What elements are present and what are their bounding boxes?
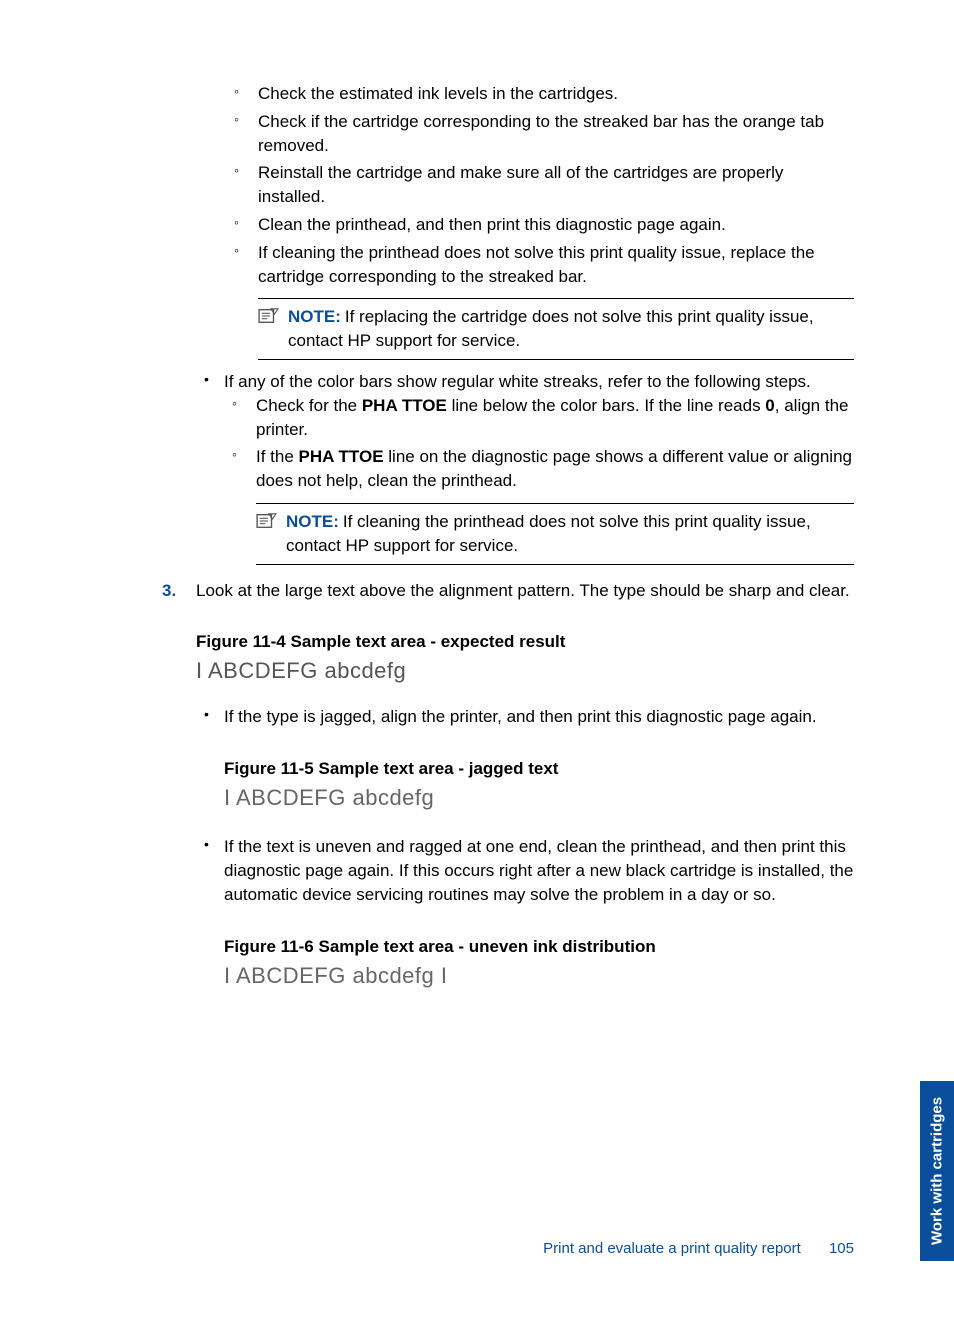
list-item: If the text is uneven and ragged at one … — [196, 835, 854, 991]
footer-title: Print and evaluate a print quality repor… — [543, 1240, 801, 1257]
bullet-list-d: If the text is uneven and ragged at one … — [196, 835, 854, 991]
sample-text-expected: I ABCDEFG abcdefg — [196, 656, 854, 687]
list-item: Check for the PHA TTOE line below the co… — [224, 394, 854, 442]
list-item: Reinstall the cartridge and make sure al… — [226, 161, 854, 209]
sample-text-uneven: I ABCDEFG abcdefg I — [224, 961, 854, 992]
note-body: If cleaning the printhead does not solve… — [286, 512, 811, 555]
page-content: Check the estimated ink levels in the ca… — [0, 0, 954, 1055]
list-text: If the text is uneven and ragged at one … — [224, 837, 853, 904]
sample-text-jagged: I ABCDEFG abcdefg — [224, 783, 854, 814]
page-number: 105 — [829, 1240, 854, 1257]
step-text: Look at the large text above the alignme… — [196, 581, 850, 600]
page-footer: Print and evaluate a print quality repor… — [543, 1238, 854, 1259]
note-text: NOTE:If cleaning the printhead does not … — [286, 510, 854, 558]
list-text: Clean the printhead, and then print this… — [258, 215, 726, 234]
sub-list-a: Check the estimated ink levels in the ca… — [160, 82, 854, 360]
bullet-list-b: If any of the color bars show regular wh… — [160, 370, 854, 565]
note-icon — [256, 512, 278, 530]
list-text: Check the estimated ink levels in the ca… — [258, 84, 618, 103]
list-text: Check if the cartridge corresponding to … — [258, 112, 824, 155]
list-text: If the PHA TTOE line on the diagnostic p… — [256, 447, 852, 490]
sub-list-b: Check for the PHA TTOE line below the co… — [224, 394, 854, 565]
figure-caption: Figure 11-4 Sample text area - expected … — [196, 630, 854, 654]
list-text: If the type is jagged, align the printer… — [224, 707, 817, 726]
list-item: If the type is jagged, align the printer… — [196, 705, 854, 813]
list-item: If cleaning the printhead does not solve… — [226, 241, 854, 360]
note-box: NOTE:If cleaning the printhead does not … — [256, 503, 854, 565]
note-label: NOTE: — [286, 512, 339, 531]
list-item: Check if the cartridge corresponding to … — [226, 110, 854, 158]
list-text: Reinstall the cartridge and make sure al… — [258, 163, 783, 206]
figure-caption: Figure 11-5 Sample text area - jagged te… — [224, 757, 854, 781]
note-text: NOTE:If replacing the cartridge does not… — [288, 305, 854, 353]
side-tab: Work with cartridges — [920, 1081, 954, 1261]
list-text: If any of the color bars show regular wh… — [224, 372, 811, 391]
step-number: 3. — [162, 579, 176, 603]
note-label: NOTE: — [288, 307, 341, 326]
list-text: If cleaning the printhead does not solve… — [258, 243, 815, 286]
bullet-list-c: If the type is jagged, align the printer… — [196, 705, 854, 813]
step-3: 3. Look at the large text above the alig… — [160, 579, 854, 992]
list-item: If any of the color bars show regular wh… — [196, 370, 854, 565]
list-text: Check for the PHA TTOE line below the co… — [256, 396, 849, 439]
note-box: NOTE:If replacing the cartridge does not… — [258, 298, 854, 360]
figure-caption: Figure 11-6 Sample text area - uneven in… — [224, 935, 854, 959]
note-icon — [258, 307, 280, 325]
list-item: If the PHA TTOE line on the diagnostic p… — [224, 445, 854, 564]
note-body: If replacing the cartridge does not solv… — [288, 307, 814, 350]
list-item: Clean the printhead, and then print this… — [226, 213, 854, 237]
list-item: Check the estimated ink levels in the ca… — [226, 82, 854, 106]
